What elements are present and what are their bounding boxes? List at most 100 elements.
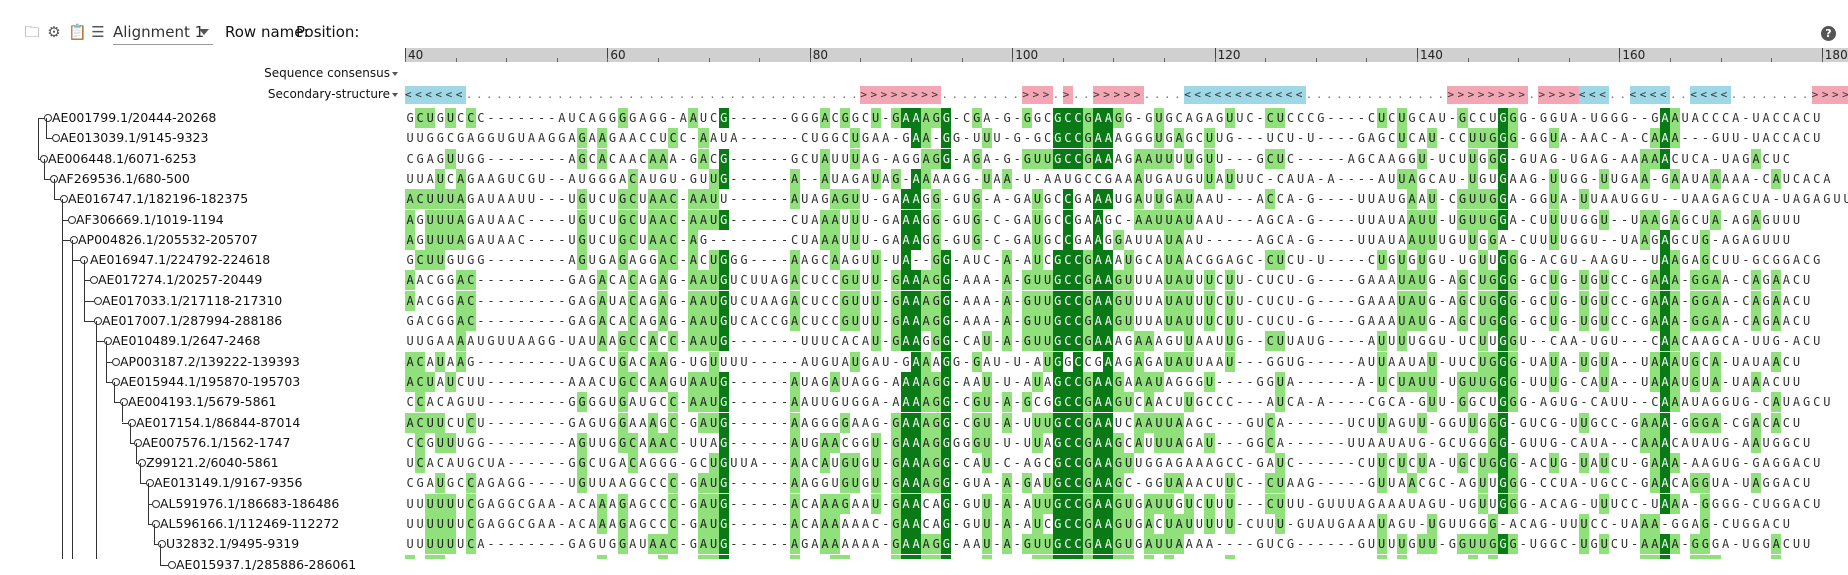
tree-leaf-node[interactable]: [52, 134, 60, 143]
residue-cell: G: [1317, 111, 1325, 125]
tree-leaf-node[interactable]: [134, 438, 142, 447]
residue-cell: G: [1508, 290, 1519, 311]
sequence-name[interactable]: Z99121.2/6040-5861: [146, 455, 279, 471]
residue-cell: G: [1700, 554, 1711, 559]
tree-leaf-node[interactable]: [128, 418, 136, 427]
residue-cell: U: [406, 537, 414, 552]
sequence-name[interactable]: AL596166.1/112469-112272: [160, 516, 340, 531]
tree-leaf-node[interactable]: [168, 560, 176, 569]
sequence-name[interactable]: AE017154.1/86844-87014: [136, 414, 301, 430]
residue-cell: U: [1590, 192, 1598, 207]
residue-cell: C: [465, 514, 476, 534]
residue-cell: U: [1224, 108, 1235, 128]
sequence-name[interactable]: AE004193.1/5679-5861: [128, 394, 277, 410]
position-ruler[interactable]: 40 60 80 100 120 140 160 180: [405, 48, 1848, 62]
residue-cell: A: [1093, 412, 1104, 433]
sequence-name[interactable]: AP003187.2/139222-139393: [120, 353, 300, 369]
ruler-minor-tick: [809, 58, 811, 62]
sequence-name[interactable]: AE017033.1/217118-217310: [102, 292, 283, 308]
alignment-row[interactable]: AGUUAGA---------GAUAAAAGGAA-GAUG------AU…: [405, 554, 1848, 559]
tree-leaf-node[interactable]: [68, 215, 76, 224]
tree-leaf-node[interactable]: [60, 195, 68, 204]
sequence-name[interactable]: U32832.1/9495-9319: [166, 536, 300, 552]
residue-cell: G: [1457, 270, 1468, 291]
sequence-name[interactable]: AE017007.1/287994-288186: [102, 313, 283, 328]
tree-leaf-node[interactable]: [112, 377, 120, 386]
alignment-select[interactable]: Alignment 1: [113, 22, 213, 45]
tree-leaf-node[interactable]: [152, 520, 160, 528]
sequence-name[interactable]: AL591976.1/186683-186486: [160, 495, 340, 511]
tree-leaf-node[interactable]: [90, 276, 98, 285]
residue-cell: G: [1772, 476, 1780, 491]
residue-cell: C: [1539, 476, 1548, 491]
sequence-name[interactable]: AP004826.1/205532-205707: [78, 231, 258, 247]
residue-cell: -: [1357, 171, 1365, 186]
tree-leaf-node[interactable]: [70, 235, 78, 244]
clipboard-icon[interactable]: 📋: [68, 23, 87, 41]
gear-icon[interactable]: ⚙: [47, 23, 61, 41]
sequence-name[interactable]: AE013039.1/9145-9323: [60, 130, 209, 146]
tree-leaf-node[interactable]: [120, 398, 128, 407]
sequence-name[interactable]: AE015944.1/195870-195703: [120, 373, 301, 389]
sequence-name[interactable]: AE015937.1/285886-286061: [176, 556, 357, 572]
tree-leaf-node[interactable]: [44, 114, 52, 122]
residue-cell: A: [921, 534, 932, 555]
residue-cell: U: [445, 189, 456, 210]
residue-cell: G: [971, 412, 982, 433]
tree-leaf-node[interactable]: [146, 479, 154, 488]
sequence-name[interactable]: AE007576.1/1562-1747: [142, 434, 291, 450]
residue-cell: A: [830, 493, 841, 514]
sequence-name[interactable]: AE013149.1/9167-9356: [154, 475, 303, 491]
help-icon[interactable]: ?: [1821, 26, 1836, 41]
tree-leaf-node[interactable]: [152, 499, 160, 508]
residue-cell: U: [1590, 435, 1598, 450]
sequence-name[interactable]: AE010489.1/2647-2468: [112, 333, 261, 349]
sequence-name[interactable]: AF269536.1/680-500: [58, 170, 190, 186]
tree-leaf-node[interactable]: [158, 540, 166, 549]
structure-track-label[interactable]: Secondary-structure: [268, 86, 398, 102]
residue-cell: A: [1529, 456, 1537, 471]
consensus-track-label[interactable]: Sequence consensus: [264, 65, 398, 81]
tree-leaf-node[interactable]: [112, 357, 120, 366]
residue-cell: A: [1195, 537, 1204, 552]
residue-cell: -: [1367, 374, 1376, 389]
residue-cell: A: [1367, 131, 1376, 146]
folder-icon[interactable]: 🗀: [24, 23, 40, 41]
tree-leaf-node[interactable]: [94, 296, 102, 305]
tree-leaf-node[interactable]: [138, 459, 146, 468]
residue-cell: -: [517, 354, 525, 369]
residue-cell: -: [507, 354, 515, 369]
tree-leaf-node[interactable]: [104, 337, 112, 346]
sequence-name[interactable]: AE006448.1/6071-6253: [48, 150, 197, 166]
sequence-name[interactable]: AE016747.1/182196-182375: [68, 191, 249, 207]
tree-leaf-node[interactable]: [94, 317, 102, 325]
sequence-name[interactable]: AE016947.1/224792-224618: [90, 252, 271, 268]
sequence-name[interactable]: AF306669.1/1019-1194: [76, 211, 224, 227]
sequence-name[interactable]: AE001799.1/20444-20268: [52, 110, 217, 125]
sequence-name[interactable]: AE017274.1/20257-20449: [98, 272, 263, 288]
list-icon[interactable]: ☰: [91, 23, 105, 41]
